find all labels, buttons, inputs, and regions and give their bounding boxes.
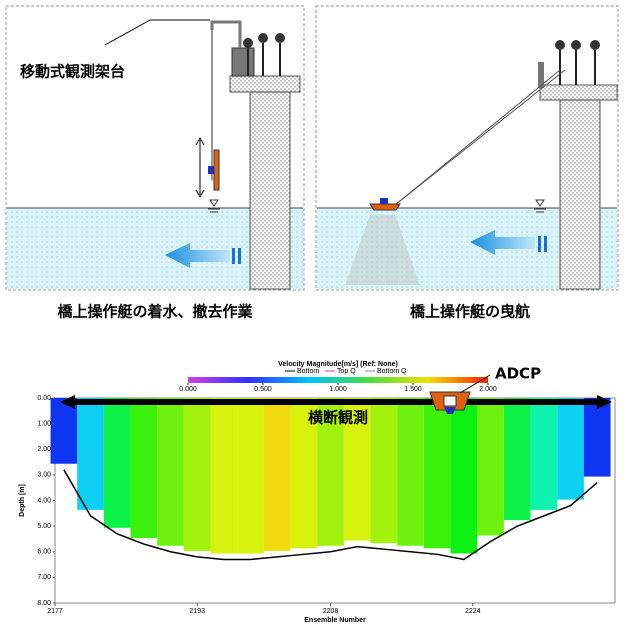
velocity-chart: 0.00 1.00 2.00 3.00 4.00 5.00 6.00 7.00 8.002177… [19, 361, 615, 624]
adcp-sensor [444, 396, 456, 406]
y-axis-label: Depth [m] [19, 484, 26, 517]
annotation: 横断観測 [308, 409, 368, 427]
velocity-cell [397, 398, 424, 546]
y-tick-label: 3.00 [37, 472, 51, 479]
left-panel: 移動式観測架台 [6, 6, 304, 290]
caption: 橋上操作艇の着水、撤去作業 [57, 303, 253, 321]
y-tick-label: 0.00 [37, 395, 51, 402]
velocity-cell [477, 398, 504, 536]
figure: 移動式観測架台 橋上操作艇の着水、撤去作業 橋上操作艇の曳航 0.00 1.00 2… [0, 0, 630, 625]
label: 移動式観測架台 [20, 63, 125, 81]
y-tick-label: 5.00 [37, 523, 51, 530]
velocity-cell [504, 398, 531, 520]
colorbar-tick-label: 0.500 [254, 386, 272, 393]
chart-title: Velocity Magnitude[m/s] (Ref: None) [278, 361, 398, 368]
velocity-cell [104, 398, 131, 528]
velocity-cell [451, 398, 478, 553]
velocity-cell [131, 398, 158, 538]
y-tick-label: 1.00 [37, 420, 51, 427]
colorbar-tick-label: 1.500 [404, 386, 422, 393]
velocity-cell [77, 398, 104, 510]
y-tick-label: 2.00 [37, 446, 51, 453]
colorbar-tick-label: 2.000 [479, 386, 497, 393]
colorbar-tick-label: 1.000 [329, 386, 347, 393]
velocity-cell [557, 398, 584, 500]
velocity-cell [157, 398, 184, 546]
legend-label: Top Q [337, 368, 356, 375]
colorbar [188, 377, 488, 383]
y-tick-label: 4.00 [37, 497, 51, 504]
right-panel [316, 6, 618, 290]
caption: 橋上操作艇の曳航 [410, 303, 530, 321]
x-tick-label: 2208 [323, 608, 339, 615]
annotation: ADCP [495, 365, 541, 383]
velocity-cell [264, 398, 291, 551]
x-axis-label: Ensemble Number [304, 617, 366, 624]
x-tick-label: 2193 [189, 608, 205, 615]
velocity-cell [184, 398, 211, 551]
y-tick-label: 8.00 [37, 600, 51, 607]
x-tick-label: 2177 [47, 608, 63, 615]
colorbar-tick-label: 0.000 [179, 386, 197, 393]
legend-label: Bottom Q [377, 368, 407, 375]
velocity-cell [531, 398, 558, 510]
legend-label: Bottom [297, 368, 319, 375]
velocity-cell [237, 398, 264, 553]
velocity-cell [371, 398, 398, 543]
velocity-cell [584, 398, 611, 477]
y-tick-label: 7.00 [37, 574, 51, 581]
velocity-cell [211, 398, 238, 553]
velocity-cell [424, 398, 451, 548]
y-tick-label: 6.00 [37, 549, 51, 556]
x-tick-label: 2224 [465, 608, 481, 615]
